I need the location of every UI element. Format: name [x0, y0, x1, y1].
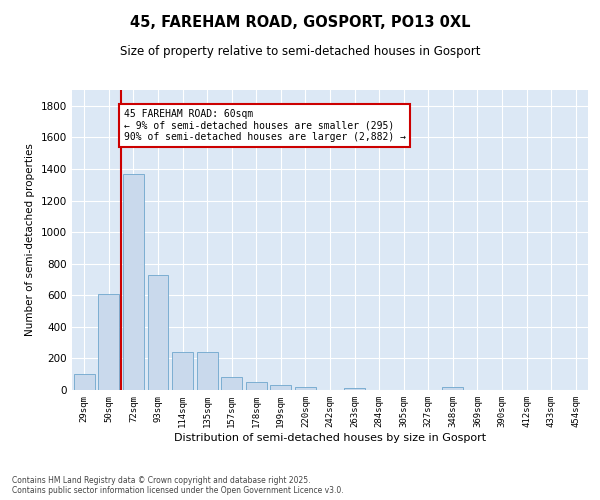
Bar: [271, 386, 292, 390]
Bar: [442, 387, 463, 390]
Text: Contains HM Land Registry data © Crown copyright and database right 2025.
Contai: Contains HM Land Registry data © Crown c…: [12, 476, 344, 495]
Bar: [197, 352, 218, 390]
Bar: [98, 294, 119, 390]
Bar: [148, 274, 169, 390]
Bar: [123, 174, 144, 390]
Text: 45 FAREHAM ROAD: 60sqm
← 9% of semi-detached houses are smaller (295)
90% of sem: 45 FAREHAM ROAD: 60sqm ← 9% of semi-deta…: [124, 109, 406, 142]
Y-axis label: Number of semi-detached properties: Number of semi-detached properties: [25, 144, 35, 336]
X-axis label: Distribution of semi-detached houses by size in Gosport: Distribution of semi-detached houses by …: [174, 432, 486, 442]
Text: 45, FAREHAM ROAD, GOSPORT, PO13 0XL: 45, FAREHAM ROAD, GOSPORT, PO13 0XL: [130, 15, 470, 30]
Bar: [221, 378, 242, 390]
Bar: [344, 388, 365, 390]
Bar: [295, 387, 316, 390]
Bar: [172, 352, 193, 390]
Bar: [246, 382, 267, 390]
Bar: [74, 374, 95, 390]
Text: Size of property relative to semi-detached houses in Gosport: Size of property relative to semi-detach…: [120, 45, 480, 58]
